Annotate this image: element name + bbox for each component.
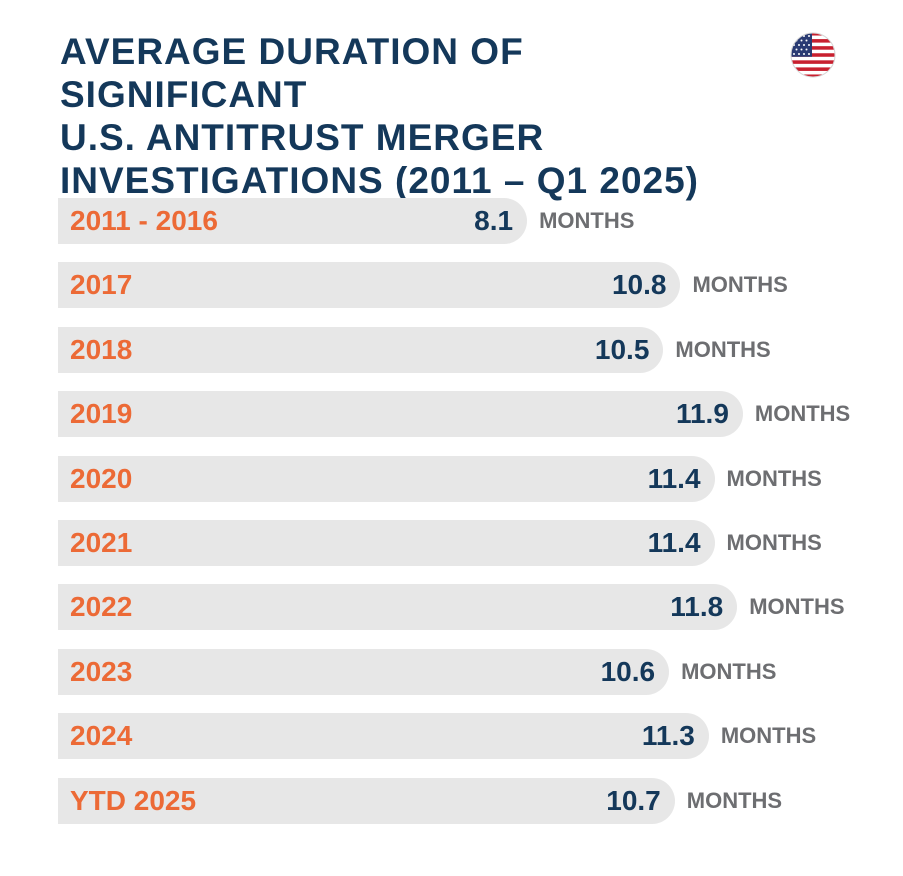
bar <box>58 777 675 824</box>
unit-label: MONTHS <box>675 336 771 362</box>
unit-label: MONTHS <box>720 723 817 749</box>
bar <box>58 520 715 566</box>
bar <box>58 455 715 502</box>
chart-title-line-1: AVERAGE DURATION OF SIGNIFICANT <box>60 31 524 115</box>
chart-title-line-3: INVESTIGATIONS (2011 – Q1 2025) <box>60 160 700 201</box>
value-label: 11.3 <box>641 720 695 752</box>
category-label: 2022 <box>70 591 133 623</box>
bar <box>58 326 664 373</box>
category-label: 2023 <box>70 655 133 687</box>
unit-label: MONTHS <box>749 594 845 620</box>
bar <box>58 391 743 438</box>
chart-title-line-2: U.S. ANTITRUST MERGER <box>60 117 545 158</box>
value-label: 11.4 <box>647 462 701 494</box>
value-label: 10.8 <box>611 269 667 301</box>
value-label: 11.8 <box>670 591 724 623</box>
category-label: 2020 <box>70 462 133 494</box>
category-label: 2011 - 2016 <box>70 205 218 236</box>
value-label: 10.6 <box>600 655 656 687</box>
bar <box>58 713 709 760</box>
chart-title: AVERAGE DURATION OF SIGNIFICANT U.S. ANT… <box>60 30 760 202</box>
category-label: YTD 2025 <box>70 784 197 816</box>
category-label: 2019 <box>70 398 133 430</box>
category-label: 2021 <box>70 527 133 558</box>
value-label: 11.4 <box>647 527 701 558</box>
category-label: 2017 <box>70 269 133 301</box>
category-label: 2018 <box>70 333 133 365</box>
bar <box>58 198 528 244</box>
us-flag-icon <box>790 32 836 78</box>
value-label: 8.1 <box>474 205 514 236</box>
value-label: 10.5 <box>594 333 650 365</box>
bar <box>58 262 681 309</box>
bar <box>58 584 738 631</box>
unit-label: MONTHS <box>726 465 822 491</box>
value-label: 11.9 <box>675 398 729 430</box>
unit-label: MONTHS <box>686 787 783 813</box>
value-label: 10.7 <box>606 784 661 816</box>
unit-label: MONTHS <box>726 530 822 555</box>
bar <box>58 648 670 695</box>
category-label: 2024 <box>70 720 133 752</box>
unit-label: MONTHS <box>754 401 851 427</box>
unit-label: MONTHS <box>692 272 788 298</box>
unit-label: MONTHS <box>681 658 777 684</box>
unit-label: MONTHS <box>539 208 635 233</box>
